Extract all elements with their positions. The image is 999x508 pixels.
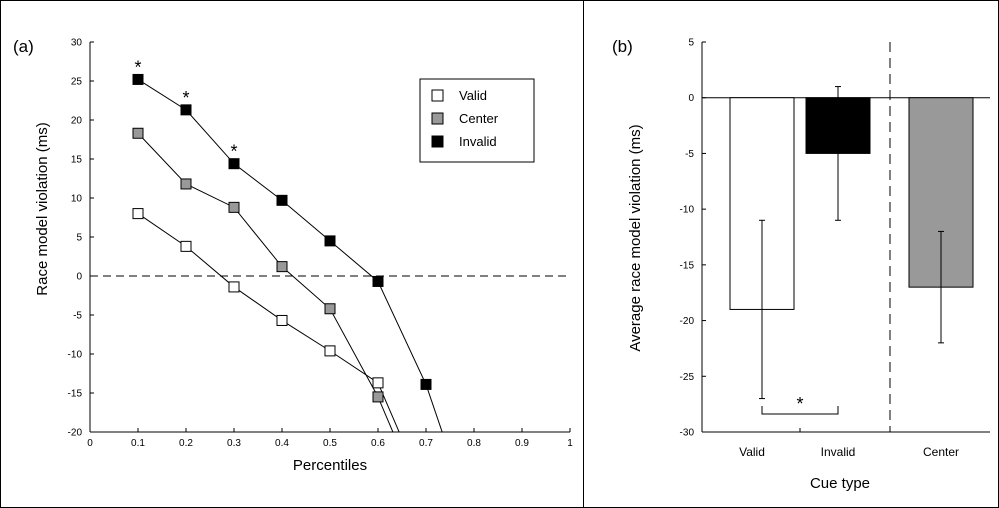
chart-a-ytick-label: 15 bbox=[71, 155, 83, 166]
legend-label-valid: Valid bbox=[459, 88, 487, 103]
data-point-valid bbox=[276, 314, 288, 326]
data-point-center bbox=[276, 261, 288, 273]
data-point-invalid bbox=[180, 104, 192, 116]
chart-a-ylabel: Race model violation (ms) bbox=[34, 122, 51, 295]
data-point-invalid bbox=[420, 378, 432, 390]
data-point-center bbox=[324, 303, 336, 315]
chart-a-xtick-label: 0.4 bbox=[275, 438, 289, 449]
chart-a-ytick-label: 25 bbox=[71, 77, 83, 88]
series-valid bbox=[132, 208, 400, 432]
data-point-invalid bbox=[324, 235, 336, 247]
chart-a-xtick-label: 0.7 bbox=[419, 438, 433, 449]
chart-a-xtick-label: 0 bbox=[87, 438, 93, 449]
chart-a-xtick-label: 0.2 bbox=[179, 438, 193, 449]
chart-a-legend: Valid Center Invalid bbox=[419, 78, 535, 163]
data-point-valid bbox=[372, 377, 384, 389]
data-point-valid bbox=[228, 281, 240, 293]
series-line-invalid bbox=[137, 79, 443, 432]
data-point-invalid bbox=[132, 73, 144, 85]
chart-a-xtick-label: 0.8 bbox=[467, 438, 481, 449]
data-point-valid bbox=[132, 208, 144, 220]
legend-swatch-invalid bbox=[431, 135, 444, 148]
chart-a-ytick-label: -15 bbox=[68, 389, 83, 400]
chart-a-series bbox=[132, 73, 443, 432]
data-point-valid bbox=[180, 240, 192, 252]
chart-a: (a) Race model violation (ms) Percentile… bbox=[13, 37, 574, 474]
chart-a-ytick-label: 30 bbox=[71, 38, 83, 49]
legend-label-invalid: Invalid bbox=[459, 134, 497, 149]
chart-a-ytick-label: 10 bbox=[71, 194, 83, 205]
chart-a-xtick-label: 1 bbox=[567, 438, 573, 449]
chart-a-ytick-label: 20 bbox=[71, 116, 83, 127]
chart-a-xtick-label: 0.5 bbox=[323, 438, 337, 449]
chart-a-ytick-label: 0 bbox=[76, 272, 82, 283]
chart-a-ytick-label: -10 bbox=[68, 350, 83, 361]
data-point-center bbox=[132, 127, 144, 139]
chart-a-xlabel: Percentiles bbox=[293, 457, 367, 474]
data-point-invalid bbox=[276, 194, 288, 206]
legend-swatch-center bbox=[431, 112, 444, 125]
series-center bbox=[132, 127, 394, 432]
chart-a-xtick-label: 0.3 bbox=[227, 438, 241, 449]
series-invalid bbox=[132, 73, 443, 432]
chart-a-ytick-label: 5 bbox=[76, 233, 82, 244]
chart-a-xtick-label: 0.1 bbox=[131, 438, 145, 449]
data-point-center bbox=[372, 391, 384, 403]
chart-a-xtick-label: 0.6 bbox=[371, 438, 385, 449]
chart-a-significance-marks: * * * bbox=[134, 57, 237, 161]
legend-swatch-valid bbox=[431, 89, 444, 102]
data-point-center bbox=[180, 178, 192, 190]
data-point-center bbox=[228, 201, 240, 213]
chart-a-xtick-label: 0.9 bbox=[515, 438, 529, 449]
chart-a-axes: 30 25 20 15 10 5 0 -5 -10 -15 -20 0 0.1 0.2 0.3 0.4 0.5 0… bbox=[68, 38, 574, 450]
legend-label-center: Center bbox=[459, 111, 499, 126]
panel-divider bbox=[583, 0, 584, 508]
chart-a-ytick-label: -5 bbox=[73, 311, 82, 322]
chart-a-ytick-label: -20 bbox=[68, 428, 83, 439]
series-line-valid bbox=[137, 213, 400, 432]
significance-star: * bbox=[182, 88, 189, 108]
data-point-invalid bbox=[372, 275, 384, 287]
significance-star: * bbox=[230, 142, 237, 162]
significance-star: * bbox=[134, 57, 141, 77]
data-point-valid bbox=[324, 345, 336, 357]
panel-a-label: (a) bbox=[13, 37, 34, 56]
data-point-invalid bbox=[228, 158, 240, 170]
